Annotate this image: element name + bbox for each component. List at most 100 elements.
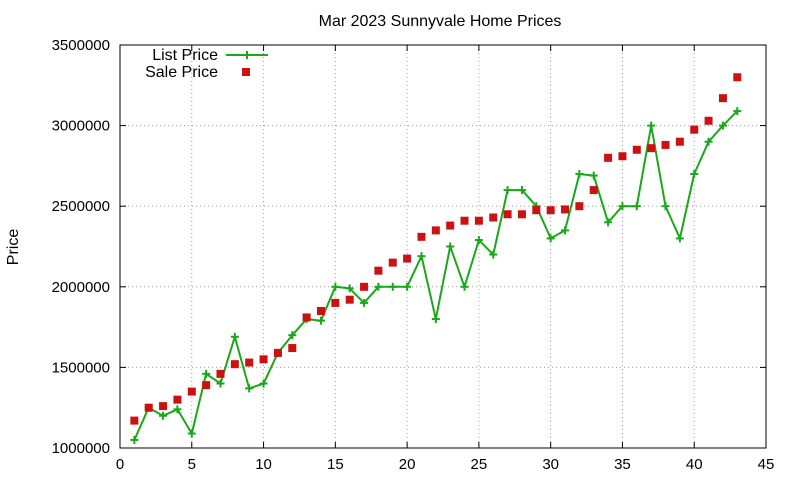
list-price-point bbox=[417, 252, 426, 261]
x-tick-label: 35 bbox=[614, 456, 631, 473]
sale-price-series bbox=[130, 73, 742, 425]
y-tick-label: 3500000 bbox=[52, 37, 110, 54]
sale-price-point bbox=[589, 186, 598, 195]
x-tick-label: 20 bbox=[399, 456, 416, 473]
list-price-point bbox=[173, 405, 182, 414]
list-price-point bbox=[575, 169, 584, 178]
x-tick-label: 25 bbox=[471, 456, 488, 473]
sale-price-point bbox=[302, 313, 311, 322]
list-price-point bbox=[216, 379, 225, 388]
list-price-point bbox=[489, 250, 498, 259]
sale-price-point bbox=[561, 205, 570, 214]
list-price-line bbox=[133, 110, 739, 441]
list-price-point bbox=[704, 137, 713, 146]
list-price-point bbox=[604, 218, 613, 227]
list-price-point bbox=[345, 284, 354, 293]
y-tick-label: 2000000 bbox=[52, 279, 110, 296]
sale-price-point bbox=[173, 395, 182, 404]
sale-price-point bbox=[273, 348, 282, 357]
sale-price-point bbox=[446, 221, 455, 230]
x-tick-label: 0 bbox=[116, 456, 124, 473]
list-price-point bbox=[388, 282, 397, 291]
plot-border bbox=[119, 44, 767, 449]
list-price-point bbox=[288, 331, 297, 340]
sale-price-point bbox=[374, 266, 383, 275]
sale-price-point bbox=[733, 73, 742, 82]
sale-price-point bbox=[259, 355, 268, 364]
sale-price-point bbox=[331, 298, 340, 307]
list-price-point bbox=[431, 315, 440, 324]
list-price-point bbox=[561, 226, 570, 235]
sale-price-point bbox=[288, 344, 297, 353]
sale-price-point bbox=[604, 153, 613, 162]
sale-price-point bbox=[489, 213, 498, 222]
x-tick-label: 45 bbox=[758, 456, 775, 473]
sale-price-point bbox=[431, 226, 440, 235]
sale-price-point bbox=[474, 216, 483, 225]
list-price-point bbox=[259, 379, 268, 388]
sale-price-point bbox=[130, 416, 139, 425]
list-price-point bbox=[690, 169, 699, 178]
sale-price-point bbox=[575, 202, 584, 211]
list-price-point bbox=[460, 282, 469, 291]
sale-price-point bbox=[503, 210, 512, 219]
sale-price-point bbox=[202, 381, 211, 390]
list-price-point bbox=[230, 332, 239, 341]
sale-price-point bbox=[144, 403, 153, 412]
list-price-point bbox=[374, 282, 383, 291]
sale-price-point bbox=[618, 152, 627, 161]
axis-ticks: 0 5 10 15 20 25 30 35 40 45 1000000 1500000 2000000 2… bbox=[52, 37, 775, 473]
sale-price-point bbox=[718, 94, 727, 103]
list-price-point bbox=[647, 121, 656, 130]
list-price-point bbox=[632, 202, 641, 211]
list-price-point bbox=[474, 236, 483, 245]
list-price-point bbox=[733, 107, 742, 116]
series-layer bbox=[130, 73, 742, 444]
list-price-point bbox=[546, 234, 555, 243]
list-price-point bbox=[360, 298, 369, 307]
plot-frame bbox=[119, 44, 767, 449]
list-price-point bbox=[718, 121, 727, 130]
sale-price-point bbox=[216, 369, 225, 378]
list-price-point bbox=[245, 384, 254, 393]
list-price-point bbox=[675, 234, 684, 243]
sale-price-point bbox=[647, 144, 656, 153]
list-price-point bbox=[130, 435, 139, 444]
y-tick-label: 1000000 bbox=[52, 440, 110, 457]
list-price-point bbox=[331, 282, 340, 291]
chart-title: Mar 2023 Sunnyvale Home Prices bbox=[319, 13, 562, 30]
sale-price-point bbox=[388, 258, 397, 267]
sale-price-point bbox=[245, 358, 254, 367]
sale-price-point bbox=[632, 145, 641, 154]
y-tick-label: 3000000 bbox=[52, 118, 110, 135]
list-price-point bbox=[517, 186, 526, 195]
sale-price-point bbox=[360, 282, 369, 291]
list-price-point bbox=[446, 242, 455, 251]
list-price-point bbox=[661, 202, 670, 211]
list-price-point bbox=[589, 171, 598, 180]
x-tick-label: 40 bbox=[686, 456, 703, 473]
sale-price-point bbox=[460, 216, 469, 225]
sale-price-point bbox=[704, 116, 713, 125]
list-price-point bbox=[618, 202, 627, 211]
legend-label: List Price bbox=[152, 47, 218, 64]
sale-price-point bbox=[690, 125, 699, 134]
sale-price-point bbox=[517, 210, 526, 219]
sale-price-point bbox=[675, 137, 684, 146]
legend-plus-marker bbox=[243, 51, 251, 59]
x-tick-label: 10 bbox=[255, 456, 272, 473]
list-price-point bbox=[159, 411, 168, 420]
list-price-point bbox=[187, 429, 196, 438]
sale-price-point bbox=[417, 232, 426, 241]
list-price-point bbox=[503, 186, 512, 195]
sale-price-point bbox=[316, 306, 325, 315]
y-tick-label: 1500000 bbox=[52, 359, 110, 376]
list-price-point bbox=[202, 369, 211, 378]
x-tick-label: 15 bbox=[327, 456, 344, 473]
list-price-point bbox=[316, 316, 325, 325]
sale-price-point bbox=[661, 140, 670, 149]
legend-label: Sale Price bbox=[145, 64, 218, 81]
x-tick-label: 5 bbox=[188, 456, 196, 473]
